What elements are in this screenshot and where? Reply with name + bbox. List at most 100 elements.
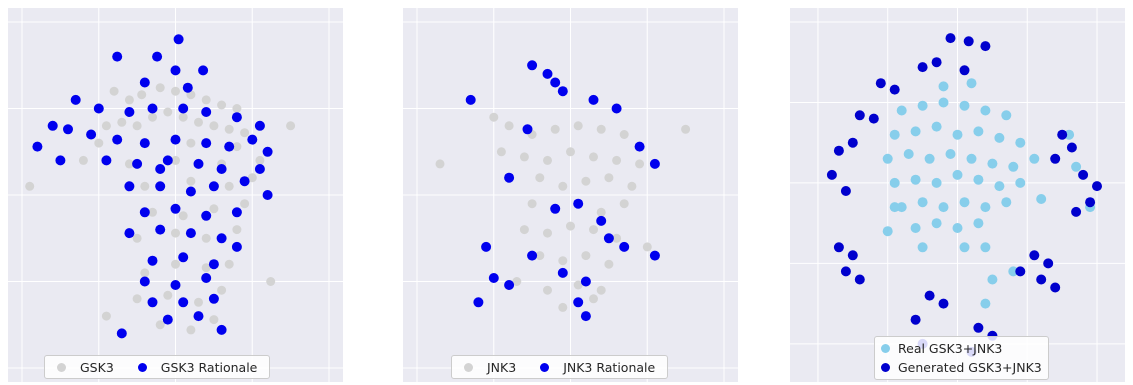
scatter-panel-jnk3: JNK3 JNK3 Rationale	[403, 8, 738, 382]
point-jnk3	[619, 199, 629, 209]
point-gsk3-rationale	[63, 124, 73, 135]
legend-gsk3: GSK3 GSK3 Rationale	[44, 355, 271, 379]
point-real-gsk3-jnk3	[889, 202, 900, 213]
point-generated-gsk3-jnk3	[847, 137, 858, 148]
point-real-gsk3-jnk3	[931, 177, 942, 188]
point-gsk3-rationale	[216, 233, 227, 244]
point-jnk3	[681, 124, 691, 134]
point-jnk3	[604, 259, 614, 269]
point-jnk3	[543, 228, 552, 238]
point-jnk3	[519, 152, 529, 162]
point-real-gsk3-jnk3	[1001, 110, 1012, 121]
legend-item-gsk3: GSK3	[45, 360, 126, 375]
point-gsk3-rationale	[147, 103, 158, 114]
point-real-gsk3-jnk3	[966, 78, 977, 89]
point-gsk3-rationale	[112, 51, 123, 62]
point-generated-gsk3-jnk3	[840, 266, 851, 277]
point-jnk3-rationale	[550, 77, 561, 88]
point-gsk3	[224, 259, 234, 269]
point-real-gsk3-jnk3	[938, 81, 949, 92]
scatter-plot-jnk3	[403, 8, 738, 382]
point-gsk3	[240, 128, 250, 138]
point-gsk3-rationale	[178, 103, 189, 114]
point-gsk3-rationale	[231, 241, 242, 252]
point-gsk3	[178, 211, 188, 221]
point-real-gsk3-jnk3	[917, 242, 928, 253]
point-real-gsk3-jnk3	[973, 126, 984, 137]
point-gsk3-rationale	[93, 103, 104, 114]
point-real-gsk3-jnk3	[952, 169, 963, 180]
legend-jnk3: JNK3 JNK3 Rationale	[451, 355, 669, 379]
point-jnk3	[627, 181, 637, 191]
point-jnk3-rationale	[573, 198, 584, 209]
legend-generated: Real GSK3+JNK3 Generated GSK3+JNK3	[874, 336, 1049, 380]
point-gsk3	[78, 155, 88, 165]
point-gsk3-rationale	[216, 164, 227, 174]
point-generated-gsk3-jnk3	[1057, 129, 1068, 140]
point-gsk3	[186, 138, 196, 148]
point-gsk3	[101, 121, 111, 131]
point-jnk3	[612, 155, 622, 165]
point-real-gsk3-jnk3	[889, 129, 900, 140]
legend-label-jnk3-rationale: JNK3 Rationale	[563, 359, 656, 375]
point-gsk3	[201, 233, 211, 243]
point-jnk3-rationale	[465, 94, 476, 105]
point-jnk3	[573, 121, 583, 131]
point-real-gsk3-jnk3	[889, 177, 900, 188]
point-gsk3	[247, 173, 257, 183]
legend-marker-jnk3-rationale	[540, 362, 550, 372]
point-gsk3	[155, 83, 165, 93]
point-real-gsk3-jnk3	[1001, 197, 1012, 208]
point-real-gsk3-jnk3	[959, 100, 970, 111]
point-gsk3	[201, 95, 211, 105]
point-real-gsk3-jnk3	[917, 100, 928, 111]
point-gsk3-rationale	[170, 65, 181, 76]
point-gsk3	[209, 315, 219, 325]
point-gsk3	[224, 124, 234, 134]
point-gsk3	[124, 95, 134, 105]
point-gsk3-rationale	[116, 328, 127, 339]
point-real-gsk3-jnk3	[924, 153, 935, 164]
point-gsk3	[171, 155, 180, 165]
point-jnk3	[596, 207, 606, 217]
point-jnk3-rationale	[573, 297, 584, 308]
point-gsk3-rationale	[185, 186, 196, 197]
point-jnk3	[489, 112, 499, 122]
point-jnk3	[635, 159, 645, 169]
point-gsk3-rationale	[208, 293, 219, 304]
point-gsk3-rationale	[124, 181, 135, 192]
point-generated-gsk3-jnk3	[868, 113, 879, 124]
point-gsk3-rationale	[112, 134, 123, 145]
point-gsk3	[232, 104, 242, 113]
point-real-gsk3-jnk3	[931, 121, 942, 132]
point-gsk3-rationale	[147, 297, 158, 308]
point-real-gsk3-jnk3	[952, 129, 963, 140]
point-gsk3	[94, 138, 104, 148]
point-gsk3-rationale	[155, 224, 166, 235]
point-gsk3-rationale	[47, 120, 58, 131]
point-real-gsk3-jnk3	[938, 97, 949, 108]
point-gsk3-rationale	[139, 207, 150, 218]
point-generated-gsk3-jnk3	[854, 110, 865, 121]
point-gsk3	[101, 311, 111, 321]
point-gsk3	[217, 285, 227, 295]
point-generated-gsk3-jnk3	[980, 41, 991, 52]
point-jnk3-rationale	[527, 250, 538, 261]
point-gsk3-rationale	[231, 112, 242, 123]
point-gsk3	[209, 204, 219, 214]
point-real-gsk3-jnk3	[1008, 161, 1019, 172]
point-gsk3-rationale	[231, 207, 242, 218]
scatter-panel-generated: Real GSK3+JNK3 Generated GSK3+JNK3	[790, 8, 1125, 382]
legend-item-jnk3-rationale: JNK3 Rationale	[528, 360, 667, 375]
point-gsk3	[137, 90, 147, 100]
point-jnk3-rationale	[542, 68, 553, 79]
point-gsk3-rationale	[162, 155, 173, 166]
point-jnk3-rationale	[504, 280, 515, 290]
point-gsk3	[209, 121, 219, 131]
point-generated-gsk3-jnk3	[1015, 266, 1026, 277]
point-jnk3	[558, 302, 568, 312]
point-gsk3	[132, 121, 142, 131]
legend-label-jnk3: JNK3	[487, 359, 517, 375]
point-gsk3-rationale	[193, 158, 204, 169]
point-gsk3-rationale	[139, 276, 150, 287]
